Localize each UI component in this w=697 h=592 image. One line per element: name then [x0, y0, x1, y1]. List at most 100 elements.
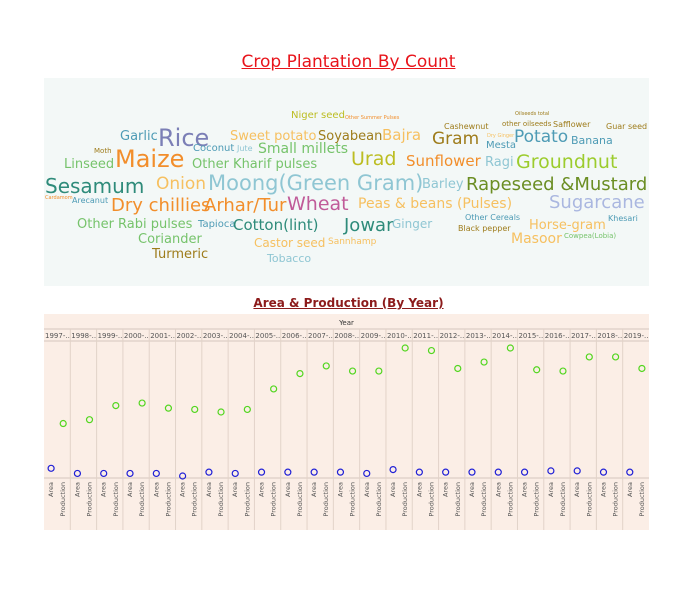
year-label: 2011-.. [413, 332, 438, 340]
area-label: Area [73, 482, 81, 497]
area-point [547, 467, 555, 475]
area-point [468, 468, 476, 476]
area-label: Area [415, 482, 423, 497]
area-label: Area [468, 482, 476, 497]
cloud-word: Mesta [486, 140, 517, 151]
area-point [573, 467, 581, 475]
area-point [442, 468, 450, 476]
cloud-word: Other Kharif pulses [192, 157, 318, 172]
cloud-word: other oilseeds [502, 120, 552, 128]
area-label: Area [310, 482, 318, 497]
cloud-word: Niger seed [291, 110, 345, 121]
cloud-word: Cardamom [45, 195, 73, 201]
cloud-word: Barley [422, 177, 464, 192]
production-label: Production [349, 482, 357, 517]
cloud-word: Rapeseed &Mustard [466, 174, 648, 195]
production-point [59, 419, 67, 428]
area-label: Area [626, 482, 634, 497]
production-point [112, 401, 120, 410]
area-point [205, 468, 213, 476]
year-label: 2008-.. [334, 332, 359, 340]
area-label: Area [521, 482, 529, 497]
production-point [480, 358, 488, 366]
cloud-word: Black pepper [458, 224, 511, 233]
production-point [217, 408, 225, 416]
year-label: 2003-.. [203, 332, 228, 340]
production-label: Production [612, 482, 620, 517]
cloud-word: Linseed [64, 157, 115, 172]
area-point [73, 469, 82, 478]
area-label: Area [494, 482, 502, 497]
production-point [348, 367, 357, 375]
cloud-word: Garlic [120, 129, 158, 144]
area-label: Area [179, 482, 187, 497]
plot-background [44, 314, 649, 530]
production-point [375, 367, 383, 375]
cloud-word: Other Rabi pulses [77, 217, 193, 232]
production-label: Production [375, 482, 383, 517]
area-point [599, 468, 608, 476]
production-label: Production [480, 482, 488, 517]
cloud-word: Maize [115, 145, 185, 173]
cloud-word: Oilseeds total [515, 111, 550, 117]
production-point [191, 405, 199, 414]
year-label: 2007-.. [308, 332, 333, 340]
area-label: Area [47, 482, 55, 497]
year-label: 2001-.. [150, 332, 175, 340]
area-label: Area [336, 482, 344, 497]
year-label: 2013-.. [466, 332, 491, 340]
production-point [638, 364, 646, 373]
production-label: Production [191, 482, 199, 517]
cloud-word: Ragi [485, 155, 514, 170]
area-label: Area [152, 482, 160, 497]
year-label: 1997-.. [45, 332, 70, 340]
cloud-word: Cashewnut [444, 122, 489, 131]
production-label: Production [217, 482, 225, 517]
year-label: 2012-.. [440, 332, 465, 340]
cloud-word: Turmeric [152, 247, 209, 262]
cloud-word: Moong(Green Gram) [208, 171, 424, 195]
crop-word-cloud: Niger seed Other Summer Pulses Oilseeds to… [44, 78, 649, 286]
area-point [152, 469, 160, 478]
cloud-word: Tapioca [198, 219, 236, 230]
year-label: 2010-.. [387, 332, 412, 340]
production-point [270, 385, 278, 393]
area-point [415, 468, 423, 476]
cloud-word: Masoor [511, 231, 562, 247]
production-point [611, 353, 620, 361]
production-point [559, 367, 567, 375]
year-label: 2018-.. [597, 332, 622, 340]
cloud-word: Dry Ginger [487, 133, 515, 139]
cloud-word: Horse-gram [529, 218, 606, 233]
cloud-word: Cotton(lint) [233, 216, 319, 234]
area-label: Area [547, 482, 555, 497]
cloud-word: Sweet potato [230, 129, 317, 144]
wordcloud-title: Crop Plantation By Count [241, 52, 456, 72]
cloud-word: Other Summer Pulses [345, 115, 400, 121]
cloud-word: Arecanut [72, 196, 109, 205]
cloud-word: Tobacco [267, 252, 312, 265]
cloud-word: Rice [158, 124, 210, 152]
production-label: Production [243, 482, 251, 517]
cloud-word: Jowar [344, 215, 394, 236]
cloud-word: Castor seed [254, 236, 326, 250]
year-label: 2017-.. [571, 332, 596, 340]
production-point [138, 399, 146, 407]
area-label: Area [205, 482, 213, 497]
production-point [585, 353, 593, 361]
year-label: 1999-.. [98, 332, 123, 340]
cloud-word: Soyabean [318, 129, 383, 144]
production-point [454, 364, 462, 373]
cloud-word: Sunflower [406, 152, 481, 170]
year-label: 2019-.. [624, 332, 649, 340]
production-label: Production [401, 482, 409, 517]
year-label: 2002-.. [177, 332, 202, 340]
production-point [85, 416, 94, 424]
area-point [626, 468, 634, 476]
area-label: Area [126, 482, 134, 497]
cloud-word: Jute [237, 144, 253, 153]
production-label: Production [322, 482, 330, 517]
area-label: Area [389, 482, 397, 497]
year-label: 2015-.. [518, 332, 543, 340]
production-label: Production [427, 482, 435, 517]
